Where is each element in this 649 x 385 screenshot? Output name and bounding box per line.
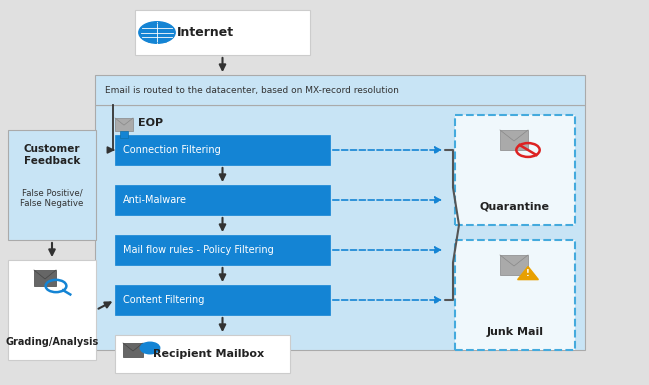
- Bar: [500, 255, 528, 275]
- Bar: [115, 285, 330, 315]
- Bar: [115, 185, 330, 215]
- Text: Grading/Analysis: Grading/Analysis: [5, 337, 99, 347]
- Text: !: !: [526, 270, 530, 278]
- Text: Mail flow rules - Policy Filtering: Mail flow rules - Policy Filtering: [123, 245, 274, 255]
- Bar: [8, 260, 96, 360]
- Bar: [34, 270, 56, 286]
- Bar: [135, 10, 310, 55]
- Bar: [95, 75, 585, 105]
- Text: False Positive/
False Negative: False Positive/ False Negative: [20, 188, 84, 208]
- Circle shape: [140, 342, 160, 354]
- Bar: [123, 343, 143, 357]
- Bar: [115, 118, 133, 131]
- Text: Content Filtering: Content Filtering: [123, 295, 204, 305]
- Text: Connection Filtering: Connection Filtering: [123, 145, 221, 155]
- Bar: [455, 115, 575, 225]
- Text: Customer
Feedback: Customer Feedback: [24, 144, 80, 166]
- Bar: [8, 130, 96, 240]
- Bar: [115, 335, 290, 373]
- Bar: [115, 135, 330, 165]
- Text: Recipient Mailbox: Recipient Mailbox: [153, 349, 264, 359]
- Text: Internet: Internet: [177, 26, 234, 39]
- Bar: [115, 235, 330, 265]
- Bar: [455, 240, 575, 350]
- Bar: [95, 105, 585, 350]
- Circle shape: [139, 22, 175, 43]
- Bar: [120, 131, 128, 138]
- Polygon shape: [518, 266, 539, 280]
- Text: Email is routed to the datacenter, based on MX-record resolution: Email is routed to the datacenter, based…: [105, 85, 399, 94]
- Text: Junk Mail: Junk Mail: [487, 327, 543, 337]
- Text: Anti-Malware: Anti-Malware: [123, 195, 187, 205]
- Text: Quarantine: Quarantine: [480, 202, 550, 212]
- Bar: [500, 130, 528, 150]
- Text: EOP: EOP: [138, 118, 163, 128]
